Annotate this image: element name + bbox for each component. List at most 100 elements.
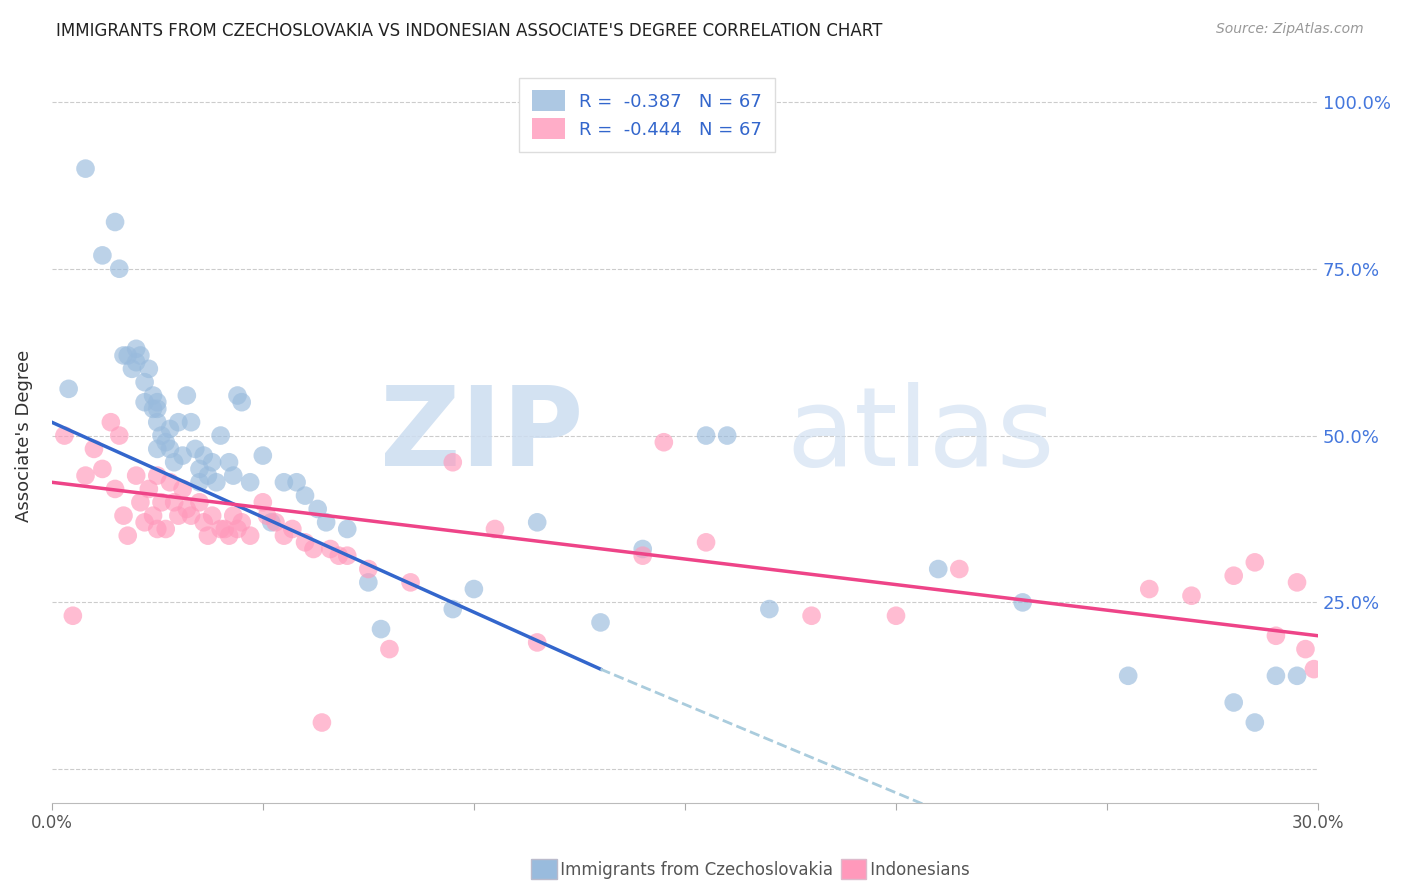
Point — [129, 495, 152, 509]
Point — [589, 615, 612, 630]
Point — [652, 435, 675, 450]
Point — [117, 529, 139, 543]
Point — [188, 495, 211, 509]
Point — [125, 355, 148, 369]
Point — [91, 462, 114, 476]
Point — [378, 642, 401, 657]
Point — [176, 388, 198, 402]
Point — [695, 428, 717, 442]
Text: Indonesians: Indonesians — [844, 861, 969, 879]
Point — [218, 455, 240, 469]
Point — [167, 508, 190, 523]
Point — [159, 475, 181, 490]
Point — [716, 428, 738, 442]
Point — [100, 415, 122, 429]
Point — [252, 449, 274, 463]
Point — [1011, 595, 1033, 609]
Text: IMMIGRANTS FROM CZECHOSLOVAKIA VS INDONESIAN ASSOCIATE'S DEGREE CORRELATION CHAR: IMMIGRANTS FROM CZECHOSLOVAKIA VS INDONE… — [56, 22, 883, 40]
Point — [1243, 555, 1265, 569]
Point — [75, 468, 97, 483]
Y-axis label: Associate's Degree: Associate's Degree — [15, 350, 32, 522]
Point — [146, 415, 169, 429]
Point — [155, 435, 177, 450]
Point — [319, 541, 342, 556]
Point — [1295, 642, 1317, 657]
Point — [285, 475, 308, 490]
Point — [484, 522, 506, 536]
Point — [1303, 662, 1326, 676]
Point — [209, 428, 232, 442]
Point — [1137, 582, 1160, 596]
Point — [184, 442, 207, 456]
Point — [209, 522, 232, 536]
Point — [201, 455, 224, 469]
Point — [197, 468, 219, 483]
Point — [108, 261, 131, 276]
Point — [311, 715, 333, 730]
Point — [108, 428, 131, 442]
Point — [138, 482, 160, 496]
Point — [336, 522, 359, 536]
Point — [180, 508, 202, 523]
Point — [188, 475, 211, 490]
Point — [146, 522, 169, 536]
Point — [138, 361, 160, 376]
Point — [1285, 669, 1308, 683]
Point — [273, 475, 295, 490]
Point — [117, 349, 139, 363]
Point — [307, 502, 329, 516]
Point — [112, 508, 135, 523]
Point — [927, 562, 949, 576]
Point — [193, 449, 215, 463]
Point — [155, 522, 177, 536]
Point — [125, 468, 148, 483]
Point — [1222, 568, 1244, 582]
Point — [180, 415, 202, 429]
Point — [205, 475, 228, 490]
Point — [631, 549, 654, 563]
Point — [264, 516, 287, 530]
Text: atlas: atlas — [786, 382, 1054, 489]
Point — [226, 522, 249, 536]
Point — [948, 562, 970, 576]
Point — [1180, 589, 1202, 603]
Point — [1243, 715, 1265, 730]
Point — [302, 541, 325, 556]
Point — [146, 401, 169, 416]
Point — [167, 415, 190, 429]
Point — [315, 516, 337, 530]
Point — [163, 455, 186, 469]
Point — [104, 482, 127, 496]
Point — [134, 375, 156, 389]
Point — [328, 549, 350, 563]
Point — [121, 361, 143, 376]
Point — [134, 395, 156, 409]
Point — [125, 342, 148, 356]
Point — [163, 495, 186, 509]
Point — [631, 541, 654, 556]
Text: Immigrants from Czechoslovakia: Immigrants from Czechoslovakia — [534, 861, 834, 879]
Point — [142, 401, 165, 416]
Point — [441, 602, 464, 616]
Point — [222, 508, 245, 523]
Point — [104, 215, 127, 229]
Text: Source: ZipAtlas.com: Source: ZipAtlas.com — [1216, 22, 1364, 37]
Point — [83, 442, 105, 456]
Point — [1264, 629, 1286, 643]
Point — [294, 535, 316, 549]
Point — [256, 508, 278, 523]
Point — [370, 622, 392, 636]
Point — [159, 422, 181, 436]
Point — [1285, 575, 1308, 590]
Point — [146, 468, 169, 483]
Point — [197, 529, 219, 543]
Point — [53, 428, 76, 442]
Point — [159, 442, 181, 456]
Point — [176, 502, 198, 516]
Point — [62, 608, 84, 623]
Point — [112, 349, 135, 363]
Point — [142, 508, 165, 523]
Point — [172, 482, 194, 496]
Point — [695, 535, 717, 549]
Point — [294, 489, 316, 503]
